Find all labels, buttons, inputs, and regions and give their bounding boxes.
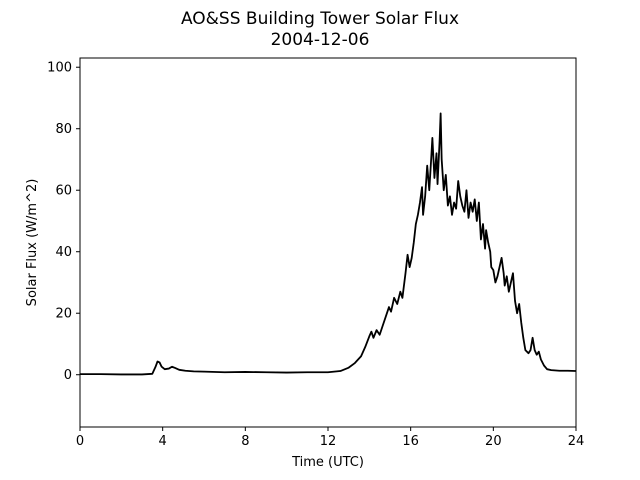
- y-tick-label: 20: [55, 307, 72, 322]
- y-tick-label: 60: [55, 184, 72, 199]
- plot-frame: [79, 57, 577, 428]
- chart-title: AO&SS Building Tower Solar Flux: [181, 9, 459, 29]
- x-tick-label: 0: [76, 434, 84, 449]
- x-tick-label: 16: [402, 434, 419, 449]
- x-tick-label: 24: [568, 434, 585, 449]
- x-tick-label: 4: [159, 434, 167, 449]
- y-tick-label: 0: [64, 368, 72, 383]
- x-tick-label: 12: [320, 434, 337, 449]
- y-tick-label: 40: [55, 245, 72, 260]
- y-tick-label: 80: [55, 122, 72, 137]
- chart-subtitle: 2004-12-06: [271, 30, 370, 50]
- x-tick-label: 20: [485, 434, 502, 449]
- y-tick-label: 100: [47, 61, 72, 76]
- x-tick-label: 8: [241, 434, 249, 449]
- y-axis-label: Solar Flux (W/m^2): [25, 179, 40, 307]
- series-line-0: [80, 112, 577, 376]
- x-axis-label: Time (UTC): [291, 455, 364, 470]
- plot-area: 0 4 8 12 16 20 24 0 20 40 60 80 100: [47, 61, 584, 449]
